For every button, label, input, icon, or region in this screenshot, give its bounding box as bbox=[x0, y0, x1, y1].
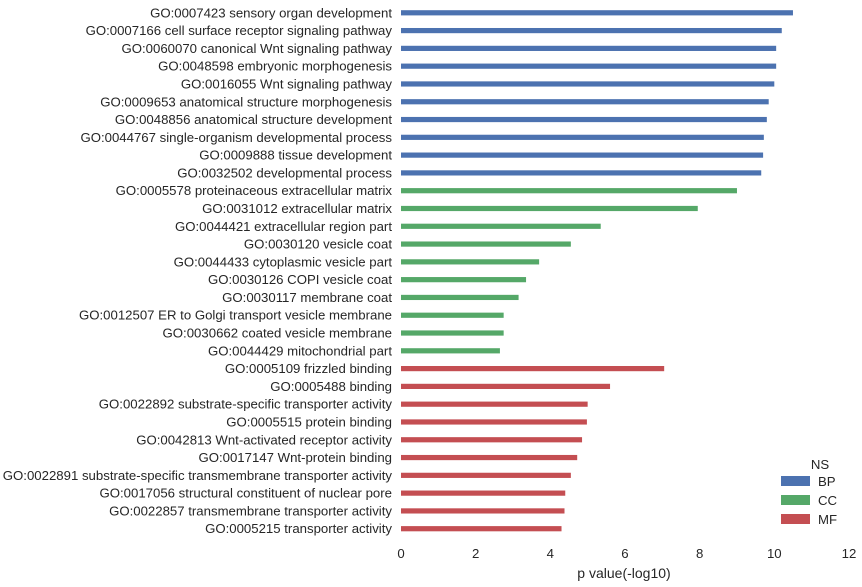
category-labels: GO:0007423 sensory organ development GO:0… bbox=[3, 5, 393, 536]
bar-bp bbox=[401, 116, 767, 123]
category-label: GO:0031012 extracellular matrix bbox=[202, 201, 392, 216]
bar-bp bbox=[401, 152, 764, 158]
bar-cc bbox=[401, 259, 540, 265]
category-label: GO:0022891 substrate-specific transmembr… bbox=[3, 468, 393, 483]
category-label: GO:0009888 tissue development bbox=[199, 148, 392, 163]
category-label: GO:0009653 anatomical structure morphoge… bbox=[100, 94, 392, 109]
bar-mf bbox=[401, 401, 588, 407]
legend-title: NS bbox=[811, 457, 830, 472]
x-axis-ticks: 0 2 4 6 8 10 12 bbox=[397, 546, 856, 561]
category-label: GO:0007166 cell surface receptor signali… bbox=[86, 23, 393, 38]
x-tick-label: 10 bbox=[767, 546, 782, 561]
x-tick-label: 8 bbox=[696, 546, 703, 561]
category-label: GO:0048856 anatomical structure developm… bbox=[115, 112, 392, 127]
legend-label-bp: BP bbox=[818, 474, 836, 489]
category-label: GO:0044767 single-organism developmental… bbox=[80, 130, 392, 145]
category-label: GO:0005515 protein binding bbox=[226, 414, 392, 429]
bar-mf bbox=[401, 437, 583, 443]
category-label: GO:0042813 Wnt-activated receptor activi… bbox=[136, 432, 392, 447]
bar-bp bbox=[401, 99, 769, 105]
legend-label-cc: CC bbox=[818, 493, 838, 508]
bar-cc bbox=[401, 330, 504, 336]
category-label: GO:0060070 canonical Wnt signaling pathw… bbox=[121, 41, 392, 56]
category-label: GO:0030126 COPI vesicle coat bbox=[208, 272, 392, 287]
bar-cc bbox=[401, 294, 519, 301]
bar-bp bbox=[401, 170, 762, 176]
category-label: GO:0048598 embryonic morphogenesis bbox=[158, 59, 392, 74]
bar-mf bbox=[401, 490, 566, 496]
bar-cc bbox=[401, 223, 601, 229]
bar-mf bbox=[401, 508, 565, 514]
bar-bp bbox=[401, 63, 777, 69]
category-label: GO:0030662 coated vesicle membrane bbox=[163, 326, 392, 341]
bar-bp bbox=[401, 81, 775, 87]
bar-cc bbox=[401, 348, 500, 354]
bar-bp bbox=[401, 10, 793, 16]
category-label: GO:0044429 mitochondrial part bbox=[208, 343, 392, 358]
x-tick-label: 4 bbox=[547, 546, 554, 561]
category-label: GO:0022857 transmembrane transporter act… bbox=[109, 503, 392, 518]
legend-label-mf: MF bbox=[818, 512, 837, 527]
x-tick-label: 0 bbox=[397, 546, 404, 561]
category-label: GO:0005578 proteinaceous extracellular m… bbox=[116, 183, 393, 198]
x-tick-label: 6 bbox=[621, 546, 628, 561]
x-tick-label: 12 bbox=[842, 546, 857, 561]
category-label: GO:0012507 ER to Golgi transport vesicle… bbox=[79, 308, 392, 323]
bar-cc bbox=[401, 312, 504, 318]
legend-swatch-bp bbox=[781, 476, 810, 486]
category-label: GO:0005215 transporter activity bbox=[205, 521, 392, 536]
bar-cc bbox=[401, 205, 698, 212]
category-label: GO:0017147 Wnt-protein binding bbox=[198, 450, 392, 465]
bar-bp bbox=[401, 134, 764, 140]
bar-cc bbox=[401, 241, 571, 247]
category-label: GO:0017056 structural constituent of nuc… bbox=[100, 486, 393, 501]
x-axis-title: p value(-log10) bbox=[577, 565, 670, 581]
category-label: GO:0016055 Wnt signaling pathway bbox=[181, 76, 393, 91]
bar-mf bbox=[401, 526, 562, 532]
category-label: GO:0005488 binding bbox=[270, 379, 392, 394]
bar-bp bbox=[401, 45, 777, 51]
category-label: GO:0022892 substrate-specific transporte… bbox=[99, 397, 393, 412]
bar-mf bbox=[401, 419, 587, 425]
category-label: GO:0032502 developmental process bbox=[177, 165, 392, 180]
category-label: GO:0030120 vesicle coat bbox=[244, 237, 392, 252]
bar-mf bbox=[401, 472, 571, 478]
bar-mf bbox=[401, 454, 578, 461]
category-label: GO:0007423 sensory organ development bbox=[150, 5, 392, 20]
bars-layer bbox=[401, 10, 793, 532]
bar-bp bbox=[401, 27, 782, 34]
bar-cc bbox=[401, 188, 737, 194]
legend-swatch-cc bbox=[781, 495, 810, 505]
category-label: GO:0044421 extracellular region part bbox=[175, 219, 392, 234]
bar-mf bbox=[401, 366, 665, 372]
legend-swatch-mf bbox=[781, 514, 810, 524]
category-label: GO:0005109 frizzled binding bbox=[225, 361, 392, 376]
bar-cc bbox=[401, 277, 527, 283]
bar-mf bbox=[401, 383, 611, 389]
x-tick-label: 2 bbox=[472, 546, 479, 561]
category-label: GO:0030117 membrane coat bbox=[222, 290, 392, 305]
legend: NS BP CC MF bbox=[781, 457, 838, 527]
category-label: GO:0044433 cytoplasmic vesicle part bbox=[174, 254, 393, 269]
